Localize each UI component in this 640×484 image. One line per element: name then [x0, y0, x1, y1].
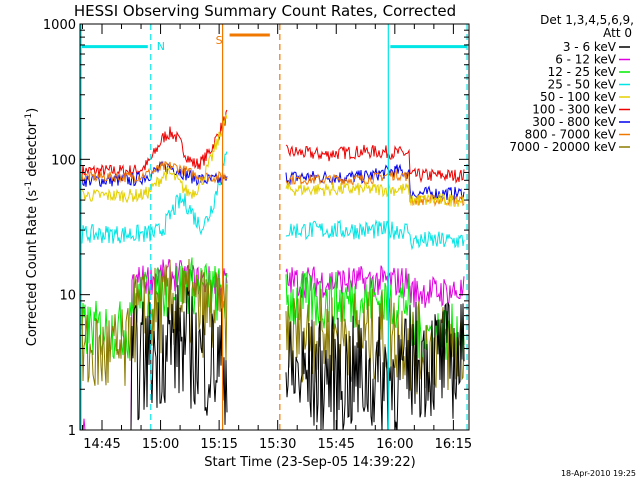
y-axis-label-sup2: -1: [24, 113, 34, 122]
x-tick-label: 16:00: [376, 437, 413, 452]
x-tick-label: 15:00: [142, 437, 179, 452]
x-axis-label: Start Time (23-Sep-05 14:39:22): [204, 455, 415, 470]
x-tick-label: 16:15: [435, 437, 472, 452]
x-tick-label: 15:30: [259, 437, 296, 452]
axis-layer: 1 10 100 1000 14:45 15:00 15:15 15:30 15:45 16:00…: [43, 18, 472, 452]
series-line-800-7000keV: [81, 160, 228, 184]
legend-label: 12 - 25 keV: [548, 65, 617, 79]
series-line-3-6keV: [84, 285, 228, 430]
y-tick-label: 10: [59, 289, 76, 304]
series-line-300-800keV: [285, 163, 465, 202]
data-layer: [81, 109, 465, 430]
series-line-3-6keV: [285, 301, 465, 430]
legend-label: 800 - 7000 keV: [525, 128, 617, 142]
y-tick-label: 100: [51, 153, 76, 168]
legend-label: 25 - 50 keV: [548, 78, 617, 92]
legend-label: 3 - 6 keV: [563, 40, 617, 54]
series-line-300-800keV: [81, 160, 228, 188]
y-axis-label-mid: detector: [25, 121, 40, 181]
series-line-100-300keV: [81, 109, 228, 178]
series-line-50-100keV: [81, 114, 228, 204]
series-line-6-12keV: [285, 265, 465, 308]
legend-label: 7000 - 20000 keV: [509, 140, 616, 154]
legend-label: 6 - 12 keV: [555, 53, 617, 67]
y-axis-label-sup1: -1: [24, 181, 34, 190]
night-label: N: [157, 40, 165, 53]
legend-label: 300 - 800 keV: [532, 115, 616, 129]
y-axis-label-end: ): [25, 108, 40, 113]
series-line-25-50keV: [285, 219, 465, 251]
series-line-50-100keV: [285, 181, 465, 207]
legend-label: 50 - 100 keV: [540, 90, 617, 104]
x-tick-label: 14:45: [83, 437, 120, 452]
legend-header-line2: Att 0: [603, 26, 632, 40]
series-line-7000-20000keV: [81, 258, 228, 386]
y-tick-label: 1000: [43, 18, 76, 33]
chart-title: HESSI Observing Summary Count Rates, Cor…: [74, 2, 456, 20]
x-tick-label: 15:45: [318, 437, 355, 452]
series-line-25-50keV: [81, 151, 228, 244]
timestamp: 18-Apr-2010 19:25: [561, 469, 636, 478]
y-tick-label: 1: [68, 424, 76, 439]
series-line-100-300keV: [285, 144, 465, 184]
saa-label: S: [216, 34, 223, 47]
y-axis-label: Corrected Count Rate (s-1 detector-1): [24, 108, 40, 346]
x-tick-label: 15:15: [200, 437, 237, 452]
legend-header-line1: Det 1,3,4,5,6,9,: [540, 13, 634, 27]
legend-label: 100 - 300 keV: [532, 103, 616, 117]
plot-frame: [79, 23, 470, 431]
y-axis-label-main: Corrected Count Rate (s: [25, 190, 40, 347]
